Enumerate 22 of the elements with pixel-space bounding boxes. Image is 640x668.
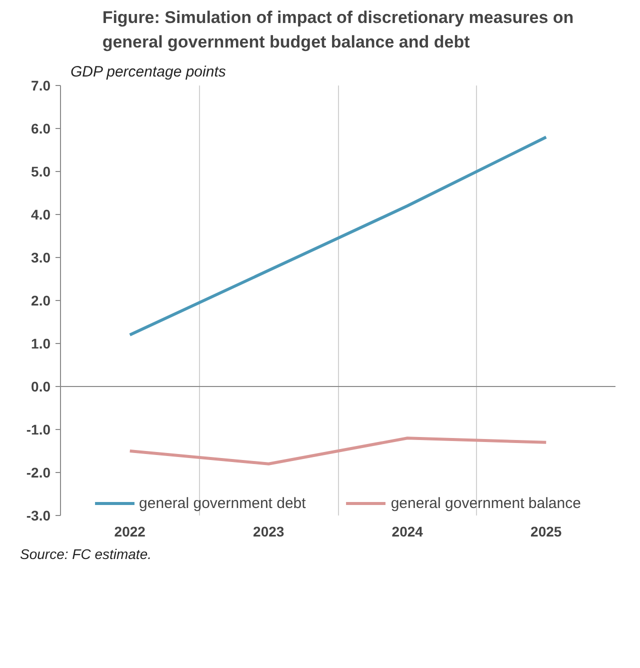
line-series bbox=[128, 436, 548, 466]
y-tick-label: 0.0 bbox=[31, 378, 51, 394]
y-tick-label: 4.0 bbox=[31, 206, 51, 222]
y-tick-label: -1.0 bbox=[26, 422, 51, 438]
legend-label: general government balance bbox=[390, 494, 581, 512]
x-tick-label: 2025 bbox=[530, 524, 562, 540]
y-tick-label: 6.0 bbox=[31, 120, 51, 136]
y-axis-title: GDP percentage points bbox=[70, 64, 226, 80]
y-tick-label: -2.0 bbox=[26, 464, 51, 480]
x-tick-label: 2022 bbox=[114, 524, 146, 540]
y-tick-label: 3.0 bbox=[31, 250, 51, 266]
y-tick-label: -3.0 bbox=[26, 508, 51, 524]
x-tick-label: 2024 bbox=[392, 524, 424, 540]
legend-label: general government debt bbox=[139, 494, 306, 512]
y-tick-label: 5.0 bbox=[31, 164, 51, 180]
x-tick-label: 2023 bbox=[253, 524, 284, 540]
source-note: Source: FC estimate. bbox=[20, 545, 152, 564]
line-series bbox=[128, 136, 548, 336]
chart-title: Figure: Simulation of impact of discretionary measures on general government budget balance and debt bbox=[102, 8, 574, 52]
y-tick-label: 1.0 bbox=[31, 336, 51, 352]
y-tick-label: 2.0 bbox=[31, 292, 51, 308]
y-tick-label: 7.0 bbox=[31, 78, 51, 94]
